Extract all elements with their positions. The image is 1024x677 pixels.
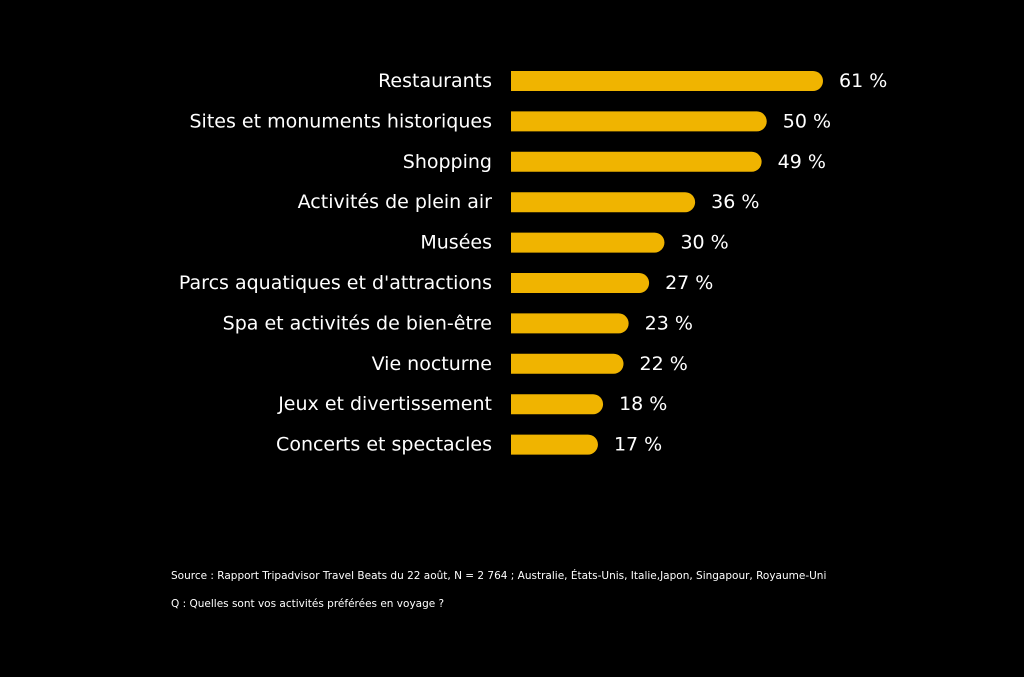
value-label: 23 %: [645, 312, 693, 334]
category-label: Sites et monuments historiques: [189, 110, 492, 132]
bar: [511, 434, 598, 455]
value-label: 18 %: [619, 393, 667, 415]
value-label: 22 %: [640, 353, 688, 375]
bar: [511, 353, 624, 374]
value-label: 27 %: [665, 272, 713, 294]
category-label: Concerts et spectacles: [276, 434, 492, 456]
value-label: 49 %: [778, 151, 826, 173]
category-label: Restaurants: [378, 70, 492, 92]
category-label: Spa et activités de bien-être: [223, 312, 492, 334]
bar: [511, 151, 762, 172]
category-label: Vie nocturne: [372, 353, 492, 375]
category-label: Jeux et divertissement: [277, 393, 492, 415]
category-label: Activités de plein air: [298, 191, 493, 213]
value-label: 50 %: [783, 110, 831, 132]
source-note: Source : Rapport Tripadvisor Travel Beat…: [171, 570, 827, 582]
bar: [511, 273, 650, 293]
bar: [511, 232, 665, 253]
value-label: 17 %: [614, 434, 662, 456]
bar: [511, 71, 823, 91]
value-label: 61 %: [839, 70, 887, 92]
value-label: 36 %: [711, 191, 759, 213]
bar: [511, 192, 696, 213]
question-note: Q : Quelles sont vos activités préférées…: [171, 598, 445, 610]
value-label: 30 %: [680, 232, 728, 254]
bar: [511, 111, 767, 132]
category-label: Parcs aquatiques et d'attractions: [179, 272, 492, 294]
category-label: Shopping: [403, 151, 492, 173]
category-label: Musées: [420, 232, 492, 254]
bar: [511, 394, 604, 415]
bar: [511, 313, 629, 334]
